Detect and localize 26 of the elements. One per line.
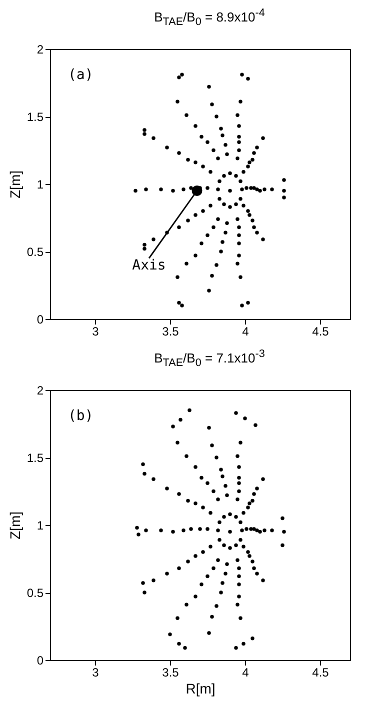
- x-tick-label: 4: [242, 665, 250, 680]
- y-tick-label: 1.5: [26, 110, 44, 124]
- x-tick-label: 3: [92, 665, 100, 680]
- y-tick-label: 0.5: [26, 586, 44, 600]
- y-tick-label: 0: [36, 312, 44, 326]
- y-tick-label: 2: [36, 42, 44, 56]
- y-tick-label: 0: [36, 653, 44, 668]
- chart-title: B$_{TAE}$/B$_{0}$ = 8.9x10$^{-4}$: [153, 6, 266, 30]
- annotation: (b): [68, 408, 94, 424]
- x-tick-label: 4: [242, 324, 250, 338]
- chart-title: B$_{TAE}$/B$_{0}$ = 7.1x10$^{-3}$: [153, 346, 266, 371]
- y-tick-label: 0.5: [26, 244, 44, 259]
- y-tick-label: 2: [36, 383, 44, 398]
- x-tick-label: 3.5: [162, 324, 180, 338]
- text: Axis: [132, 257, 166, 274]
- x-tick-label: 3: [92, 324, 100, 338]
- y-axis-title: Z[m]: [6, 170, 23, 198]
- y-tick-label: 1.5: [26, 450, 44, 465]
- x-tick-label: 3.5: [162, 665, 180, 680]
- annotation: (a): [68, 66, 94, 83]
- x-tick-label: 4.5: [312, 324, 330, 338]
- y-axis-title: Z[m]: [6, 511, 23, 540]
- y-tick-label: 1: [36, 177, 44, 192]
- x-tick-label: 4.5: [312, 665, 330, 680]
- x-axis-title: R[m]: [186, 680, 216, 696]
- y-tick-label: 1: [36, 518, 44, 532]
